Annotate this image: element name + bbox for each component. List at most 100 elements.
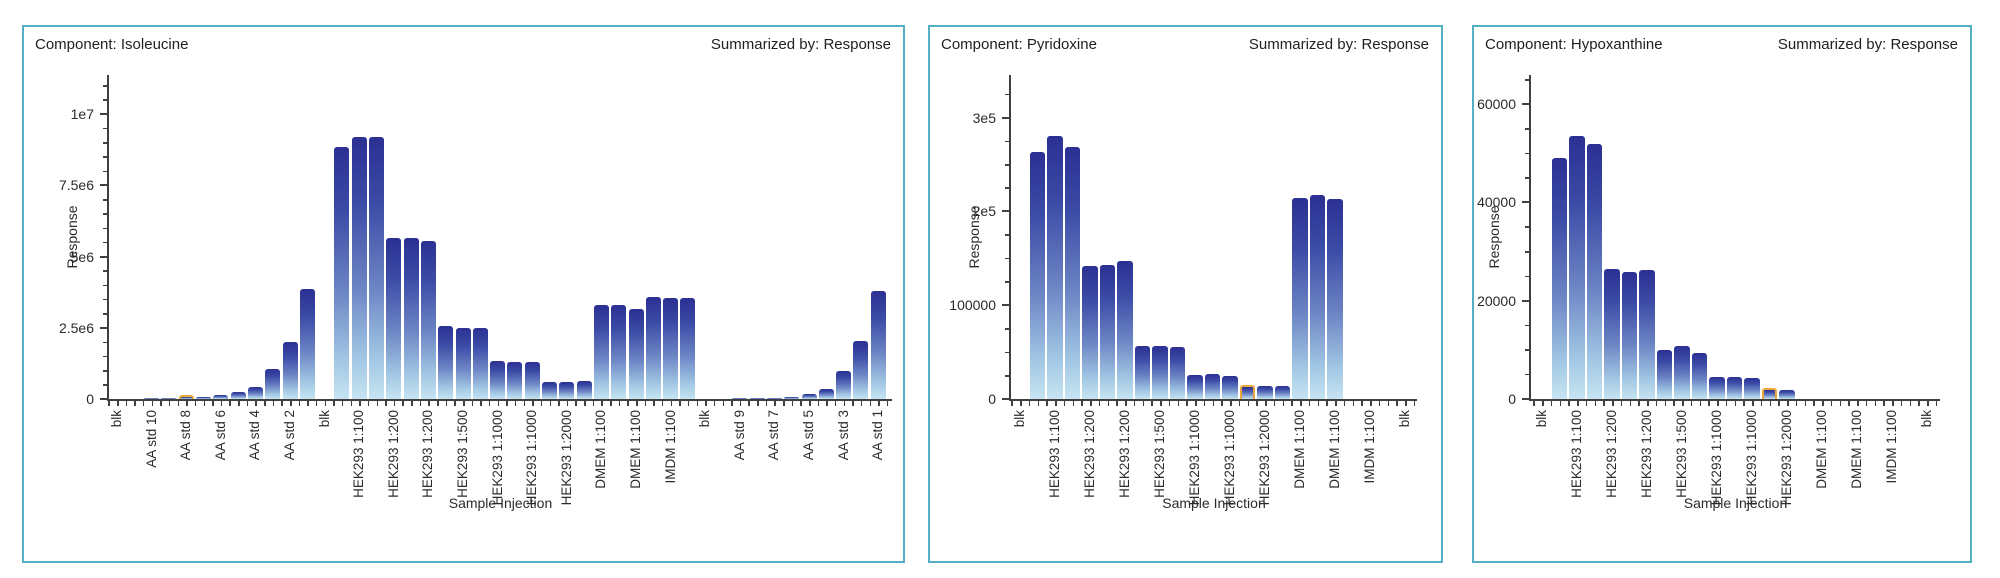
bar[interactable] xyxy=(1064,146,1081,399)
x-tick-label: DMEM 1:100 xyxy=(1327,410,1342,489)
bar[interactable] xyxy=(749,397,765,399)
bar[interactable] xyxy=(1222,375,1238,399)
x-tick xyxy=(713,401,716,406)
x-tick xyxy=(1708,401,1710,406)
y-axis-title: Response xyxy=(966,205,982,269)
x-tick-label: blk xyxy=(697,410,713,428)
y-tick-major xyxy=(100,398,107,400)
bar[interactable] xyxy=(576,381,592,399)
x-tick xyxy=(653,401,655,406)
bar[interactable] xyxy=(1656,350,1673,399)
bar[interactable] xyxy=(265,369,281,399)
bar[interactable] xyxy=(853,340,869,399)
x-tick xyxy=(1055,401,1057,406)
bar[interactable] xyxy=(403,237,419,399)
bar[interactable] xyxy=(282,342,298,399)
bar[interactable] xyxy=(680,297,696,399)
bar-highlighted[interactable] xyxy=(1239,384,1256,399)
y-tick-minor xyxy=(103,384,107,386)
bar[interactable] xyxy=(1309,194,1326,399)
bar[interactable] xyxy=(1674,346,1690,399)
bar[interactable] xyxy=(663,297,679,399)
y-tick-label: 0 xyxy=(86,391,94,407)
y-axis-title: Response xyxy=(1486,205,1502,269)
x-tick xyxy=(1168,401,1171,406)
bar[interactable] xyxy=(1082,265,1098,399)
bar[interactable] xyxy=(1274,385,1291,399)
x-tick xyxy=(238,401,240,406)
bar[interactable] xyxy=(645,296,661,399)
bar[interactable] xyxy=(1726,377,1743,399)
bar[interactable] xyxy=(1691,353,1708,399)
bar[interactable] xyxy=(386,237,402,399)
bar[interactable] xyxy=(1134,346,1151,399)
bar[interactable] xyxy=(472,327,488,399)
bar[interactable] xyxy=(1709,377,1725,399)
bar[interactable] xyxy=(1551,158,1568,399)
y-tick-minor xyxy=(1005,140,1009,143)
bar[interactable] xyxy=(524,361,540,399)
bar[interactable] xyxy=(1204,373,1221,399)
bar-highlighted[interactable] xyxy=(178,395,194,399)
bar[interactable] xyxy=(420,240,436,399)
bar[interactable] xyxy=(1621,272,1638,399)
bar[interactable] xyxy=(559,381,575,399)
y-tick-major xyxy=(1002,304,1009,307)
bar[interactable] xyxy=(1586,144,1603,399)
bar[interactable] xyxy=(1152,346,1168,399)
panel-title: Component: Hypoxanthine xyxy=(1485,36,1663,53)
bar[interactable] xyxy=(1327,199,1343,399)
bar[interactable] xyxy=(1099,264,1116,399)
bar[interactable] xyxy=(247,387,263,399)
bar[interactable] xyxy=(369,136,384,399)
bar[interactable] xyxy=(1744,377,1760,399)
bar[interactable] xyxy=(818,389,834,399)
bar[interactable] xyxy=(1117,261,1133,399)
bar[interactable] xyxy=(144,397,160,399)
x-tick xyxy=(1673,401,1675,406)
y-tick-minor xyxy=(103,313,107,315)
bar[interactable] xyxy=(801,394,817,399)
bar[interactable] xyxy=(836,370,852,399)
bar[interactable] xyxy=(490,360,506,399)
bar[interactable] xyxy=(438,326,454,399)
x-tick xyxy=(1081,401,1083,406)
bar-highlighted[interactable] xyxy=(1761,387,1778,399)
bar[interactable] xyxy=(542,381,557,399)
bar[interactable] xyxy=(1169,347,1186,399)
bar[interactable] xyxy=(161,397,177,399)
y-tick-major xyxy=(1002,116,1009,119)
bar[interactable] xyxy=(611,304,627,399)
bar[interactable] xyxy=(455,327,471,399)
bar[interactable] xyxy=(1639,269,1655,399)
x-tick xyxy=(1282,401,1284,406)
x-tick xyxy=(1533,401,1535,406)
bar[interactable] xyxy=(1604,268,1620,399)
bar[interactable] xyxy=(351,136,367,399)
x-tick xyxy=(168,401,171,406)
bar[interactable] xyxy=(1779,389,1795,399)
bar[interactable] xyxy=(732,397,748,399)
bar[interactable] xyxy=(507,361,523,399)
bar[interactable] xyxy=(1257,386,1273,399)
bar[interactable] xyxy=(1187,374,1203,399)
bar[interactable] xyxy=(766,397,782,399)
x-tick xyxy=(1603,401,1605,406)
bar[interactable] xyxy=(334,146,350,399)
bar[interactable] xyxy=(213,394,229,399)
bar[interactable] xyxy=(1029,152,1046,399)
bar[interactable] xyxy=(628,308,644,399)
x-tick xyxy=(843,401,846,406)
bar[interactable] xyxy=(1292,198,1308,399)
y-tick-major xyxy=(100,113,107,115)
bar[interactable] xyxy=(784,396,800,399)
bar[interactable] xyxy=(593,304,609,399)
bar[interactable] xyxy=(1569,135,1585,399)
bar[interactable] xyxy=(1047,136,1063,399)
bar[interactable] xyxy=(230,392,246,399)
bar[interactable] xyxy=(196,397,211,399)
bar[interactable] xyxy=(299,289,315,399)
x-tick xyxy=(1160,401,1162,406)
bar[interactable] xyxy=(870,290,886,399)
